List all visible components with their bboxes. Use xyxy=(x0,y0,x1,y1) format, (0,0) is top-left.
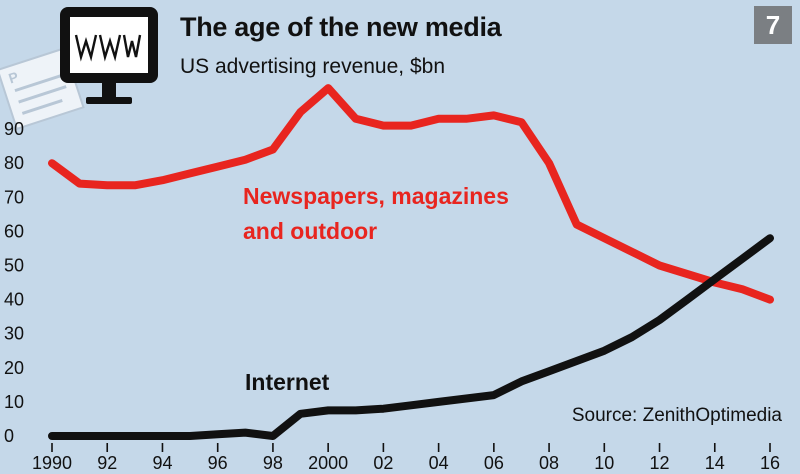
y-tick-label: 90 xyxy=(4,119,24,139)
x-tick-label: 98 xyxy=(263,453,283,473)
chart-title: The age of the new media xyxy=(180,12,502,42)
source-note: Source: ZenithOptimedia xyxy=(572,405,783,426)
x-tick-label: 94 xyxy=(152,453,172,473)
y-tick-label: 0 xyxy=(4,426,14,446)
y-tick-label: 50 xyxy=(4,255,24,275)
x-tick-label: 12 xyxy=(650,453,670,473)
series-label: Internet xyxy=(245,369,330,395)
y-tick-label: 40 xyxy=(4,290,24,310)
x-tick-label: 06 xyxy=(484,453,504,473)
x-tick-label: 08 xyxy=(539,453,559,473)
series-line-print xyxy=(48,84,774,304)
x-tick-label: 04 xyxy=(429,453,449,473)
series-label: Newspapers, magazines xyxy=(243,183,509,209)
series-label: and outdoor xyxy=(243,218,377,244)
x-tick-label: 16 xyxy=(760,453,780,473)
y-tick-label: 20 xyxy=(4,358,24,378)
x-tick-label: 2000 xyxy=(308,453,348,473)
y-tick-label: 80 xyxy=(4,153,24,173)
x-tick-label: 10 xyxy=(594,453,614,473)
chart-number-badge: 7 xyxy=(754,6,792,44)
x-tick-label: 1990 xyxy=(32,453,72,473)
computer-icon: P xyxy=(0,7,158,130)
x-tick-label: 02 xyxy=(373,453,393,473)
x-tick-label: 14 xyxy=(705,453,725,473)
x-tick-label: 96 xyxy=(208,453,228,473)
y-tick-label: 10 xyxy=(4,392,24,412)
y-tick-label: 30 xyxy=(4,324,24,344)
y-tick-label: 60 xyxy=(4,221,24,241)
chart-subtitle: US advertising revenue, $bn xyxy=(180,55,445,78)
y-tick-label: 70 xyxy=(4,187,24,207)
x-tick-label: 92 xyxy=(97,453,117,473)
series-line-internet xyxy=(48,234,774,440)
